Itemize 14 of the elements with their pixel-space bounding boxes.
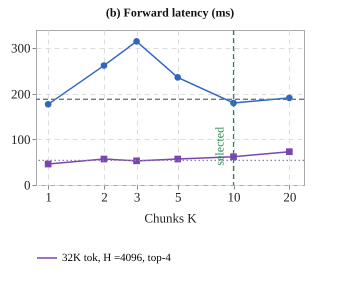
x-tick-label: 5 [174,190,182,204]
chart-title: (b) Forward latency (ms) [106,5,234,20]
x-tick-label: 3 [134,190,140,204]
y-tick-label: 100 [11,132,30,147]
y-tick-label: 0 [24,178,30,192]
x-axis-title: Chunks K [144,210,198,226]
y-tick-label: 300 [11,40,30,56]
legend-label: 32K tok, H =4096, top-4 [62,252,172,264]
x-tick-label: 20 [283,190,296,204]
x-tick-label: 10 [228,190,241,204]
ref-line-label: selected [212,126,227,166]
y-tick-label: 200 [11,86,30,102]
x-tick-label: 2 [101,190,108,204]
x-tick-label: 1 [45,190,52,204]
